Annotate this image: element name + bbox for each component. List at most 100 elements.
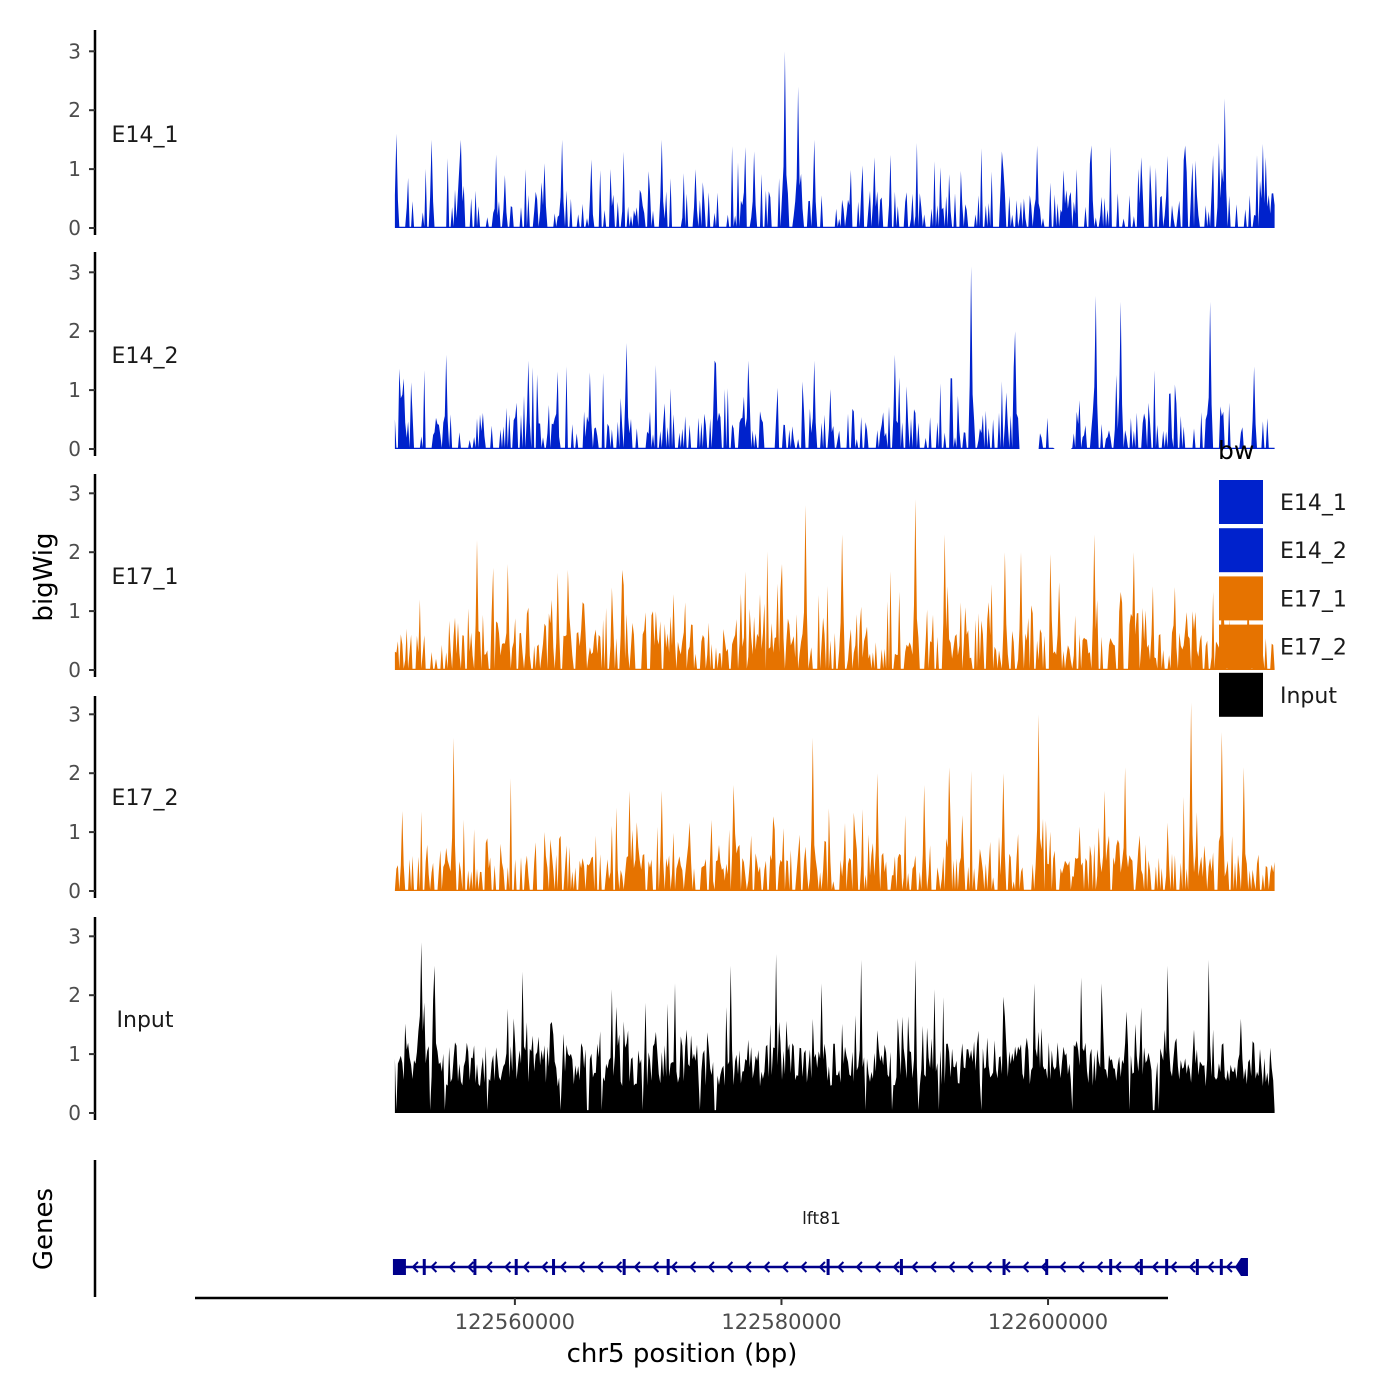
exon-mark (899, 1259, 903, 1275)
exon-mark (826, 1259, 830, 1275)
legend-label: E17_2 (1280, 636, 1347, 661)
strand-arrow (948, 1261, 956, 1273)
legend-label: E14_1 (1280, 491, 1347, 516)
exon-mark (1045, 1259, 1049, 1275)
strand-arrow (929, 1261, 937, 1273)
y-axis-title: bigWig (29, 532, 59, 621)
y-tick-label: 0 (68, 879, 81, 903)
gene-end-box (392, 1259, 406, 1275)
exon-mark (1165, 1259, 1169, 1275)
track-panel-e17-2: 0 1 2 3 E17_2 (68, 696, 1275, 903)
gene-label: lft81 (802, 1209, 841, 1229)
legend-title: bw (1218, 436, 1254, 465)
legend-label: E14_2 (1280, 539, 1347, 564)
strand-arrow (1188, 1261, 1196, 1273)
y-tick-label: 2 (68, 319, 81, 343)
x-tick-label: 122560000 (455, 1310, 575, 1334)
y-tick-label: 0 (68, 437, 81, 461)
genes-track: Genes lft81 (29, 1160, 1248, 1297)
y-tick-label: 3 (68, 481, 81, 505)
strand-arrow (522, 1261, 530, 1273)
y-tick-label: 3 (68, 702, 81, 726)
strand-arrow (596, 1261, 604, 1273)
strand-arrow (1151, 1261, 1159, 1273)
exon-mark (1139, 1259, 1143, 1275)
strand-arrow (1096, 1261, 1104, 1273)
strand-arrow (578, 1261, 586, 1273)
exon-mark (422, 1259, 426, 1275)
strand-arrow (855, 1261, 863, 1273)
strand-arrow (541, 1261, 549, 1273)
y-tick-label: 2 (68, 540, 81, 564)
legend-swatch (1219, 624, 1263, 669)
exon-mark (666, 1259, 670, 1275)
y-tick-label: 3 (68, 924, 81, 948)
strand-arrow (1059, 1261, 1067, 1273)
legend-swatch (1219, 672, 1263, 717)
strand-arrow (670, 1261, 678, 1273)
strand-arrow (411, 1261, 419, 1273)
strand-arrow (430, 1261, 438, 1273)
strand-arrow (1170, 1261, 1178, 1273)
strand-arrow (559, 1261, 567, 1273)
exon-mark (622, 1259, 626, 1275)
strand-arrow (911, 1261, 919, 1273)
signal-area-e14-1 (394, 51, 1275, 228)
y-tick-label: 0 (68, 658, 81, 682)
track-panel-e14-1: 0 1 2 3 E14_1 (68, 30, 1275, 240)
y-tick-label: 1 (68, 599, 81, 623)
y-tick-label: 1 (68, 820, 81, 844)
exon-mark (514, 1259, 518, 1275)
track-label: E14_2 (112, 344, 179, 369)
strand-arrow (1207, 1261, 1215, 1273)
y-tick-label: 0 (68, 216, 81, 240)
strand-arrow (818, 1261, 826, 1273)
strand-arrow (892, 1261, 900, 1273)
track-label: E17_2 (112, 786, 179, 811)
genes-track-title: Genes (29, 1188, 59, 1270)
strand-arrow (485, 1261, 493, 1273)
exon-mark (1219, 1259, 1223, 1275)
exon-mark (552, 1259, 556, 1275)
strand-arrow (874, 1261, 882, 1273)
strand-arrow (467, 1261, 475, 1273)
exon-mark (1002, 1259, 1006, 1275)
y-tick-label: 0 (68, 1101, 81, 1125)
y-tick-label: 3 (68, 39, 81, 63)
signal-area-input (394, 942, 1275, 1113)
exon-mark (1109, 1259, 1113, 1275)
signal-area-e17-2 (394, 702, 1275, 891)
y-tick-label: 1 (68, 157, 81, 181)
track-panel-input: 0 1 2 3 Input (68, 917, 1275, 1125)
y-tick-label: 2 (68, 761, 81, 785)
legend-label: E17_1 (1280, 587, 1347, 612)
signal-area-e17-1 (394, 499, 1275, 670)
strand-arrow (744, 1261, 752, 1273)
x-axis: 122560000 122580000 122600000 chr5 position… (195, 1296, 1168, 1369)
x-tick-label: 122600000 (988, 1310, 1108, 1334)
strand-arrow (985, 1261, 993, 1273)
x-tick-label: 122580000 (721, 1310, 841, 1334)
exon-mark (1195, 1259, 1199, 1275)
y-tick-label: 3 (68, 260, 81, 284)
signal-area-e14-2 (394, 266, 1275, 449)
strand-arrow (1225, 1261, 1233, 1273)
legend-swatch (1219, 528, 1263, 573)
strand-arrow (504, 1261, 512, 1273)
x-axis-title: chr5 position (bp) (567, 1339, 798, 1369)
strand-arrow (448, 1261, 456, 1273)
strand-arrow (837, 1261, 845, 1273)
strand-arrow (1133, 1261, 1141, 1273)
y-tick-label: 1 (68, 378, 81, 402)
track-panel-e17-1: 0 1 2 3 E17_1 (68, 474, 1275, 682)
strand-arrow (726, 1261, 734, 1273)
y-tick-label: 1 (68, 1042, 81, 1066)
legend-label: Input (1280, 684, 1337, 709)
strand-arrow (1114, 1261, 1122, 1273)
strand-arrow (689, 1261, 697, 1273)
y-tick-label: 2 (68, 983, 81, 1007)
strand-arrow (800, 1261, 808, 1273)
strand-arrow (633, 1261, 641, 1273)
y-tick-label: 2 (68, 98, 81, 122)
